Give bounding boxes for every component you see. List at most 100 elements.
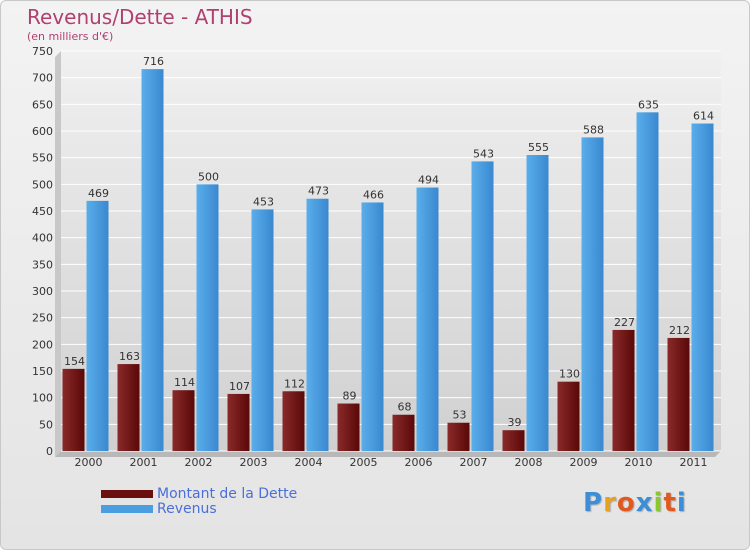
data-label: 716 [143, 55, 164, 68]
plot-background [61, 51, 721, 451]
y-tick-label: 550 [32, 152, 53, 165]
logo-letter: r [603, 488, 617, 518]
x-tick-label: 2004 [295, 456, 323, 469]
x-tick-label: 2003 [240, 456, 268, 469]
logo-letter: x [635, 488, 654, 518]
data-label: 227 [614, 316, 635, 329]
x-tick-label: 2008 [515, 456, 543, 469]
data-label: 53 [453, 409, 467, 422]
bar-revenus [141, 69, 164, 451]
bar-revenus [361, 202, 384, 451]
data-label: 163 [119, 350, 140, 363]
bar-dette [337, 403, 360, 451]
gridlines [61, 50, 721, 452]
data-label: 473 [308, 185, 329, 198]
bar-revenus [416, 187, 439, 452]
bar-dette [392, 414, 415, 451]
data-label: 500 [198, 170, 219, 183]
bar-revenus [196, 184, 219, 452]
data-label: 614 [693, 110, 714, 123]
data-label: 588 [583, 123, 604, 136]
y-tick-label: 600 [32, 125, 53, 138]
y-tick-label: 700 [32, 72, 53, 85]
data-label: 39 [508, 416, 522, 429]
logo-letter: i [676, 488, 687, 518]
chart-title: Revenus/Dette - ATHIS [27, 5, 253, 29]
legend-label-revenus: Revenus [157, 501, 217, 517]
bar-revenus [471, 161, 494, 451]
bar-revenus [306, 198, 329, 451]
bar-revenus [86, 200, 109, 451]
legend-swatch-revenus [101, 505, 153, 513]
x-tick-label: 2002 [185, 456, 213, 469]
x-tick-label: 2000 [75, 456, 103, 469]
logo-letter: t [663, 488, 677, 518]
bar-dette [502, 430, 525, 451]
data-label: 154 [64, 355, 85, 368]
y-tick-label: 500 [32, 178, 53, 191]
data-label: 212 [669, 324, 690, 337]
data-label: 543 [473, 147, 494, 160]
bar-dette [667, 337, 690, 451]
data-label: 112 [284, 377, 305, 390]
x-tick-label: 2001 [130, 456, 158, 469]
bar-dette [282, 391, 305, 451]
x-tick-label: 2007 [460, 456, 488, 469]
data-label: 89 [343, 390, 357, 403]
data-label: 114 [174, 376, 195, 389]
x-tick-label: 2011 [680, 456, 708, 469]
logo-letter: P [583, 488, 604, 518]
x-tick-label: 2010 [625, 456, 653, 469]
bar-revenus [691, 123, 714, 452]
bar-dette [612, 329, 635, 451]
y-tick-label: 0 [46, 445, 53, 458]
y-tick-label: 50 [39, 418, 53, 431]
bar-dette [62, 368, 85, 451]
bar-revenus [581, 137, 604, 451]
x-tick-label: 2006 [405, 456, 433, 469]
x-axis: 2000 2001 2002 2003 2004 2005 2006 2007 2008 2009… [75, 456, 708, 469]
plot-floor [55, 451, 721, 457]
data-label: 68 [398, 401, 412, 414]
bar-dette [227, 393, 250, 451]
y-tick-label: 750 [32, 45, 53, 58]
data-label: 466 [363, 188, 384, 201]
bars [62, 69, 714, 452]
data-label: 453 [253, 195, 274, 208]
data-label: 130 [559, 368, 580, 381]
logo-letter: i [653, 488, 664, 518]
legend-swatch-dette [101, 490, 153, 498]
bar-dette [557, 381, 580, 451]
y-tick-label: 300 [32, 285, 53, 298]
logo-letter: o [616, 488, 636, 518]
bar-dette [172, 390, 195, 451]
y-tick-label: 250 [32, 312, 53, 325]
data-label: 107 [229, 380, 250, 393]
bar-revenus [251, 209, 274, 451]
bar-dette [117, 364, 140, 451]
bar-dette [447, 422, 470, 451]
y-tick-label: 100 [32, 392, 53, 405]
y-tick-label: 350 [32, 258, 53, 271]
plot-side-wall [55, 51, 61, 457]
x-tick-label: 2005 [350, 456, 378, 469]
data-label: 555 [528, 141, 549, 154]
bar-revenus [526, 155, 549, 451]
y-tick-label: 150 [32, 365, 53, 378]
data-label: 469 [88, 187, 109, 200]
plot-area [55, 51, 721, 457]
data-label: 635 [638, 98, 659, 111]
legend-label-dette: Montant de la Dette [157, 486, 298, 502]
data-label: 494 [418, 174, 439, 187]
x-tick-label: 2009 [570, 456, 598, 469]
chart-subtitle: (en milliers d'€) [27, 30, 114, 43]
data-labels: 154 469 163 716 114 500 107 453 112 473 89 466 68 494… [64, 55, 714, 429]
bar-revenus [636, 112, 659, 451]
y-tick-label: 400 [32, 232, 53, 245]
y-tick-label: 650 [32, 98, 53, 111]
y-tick-label: 200 [32, 338, 53, 351]
y-tick-label: 450 [32, 205, 53, 218]
y-axis: 0 50 100 150 200 250 300 350 400 450 500 550 600 650 7… [32, 45, 53, 458]
